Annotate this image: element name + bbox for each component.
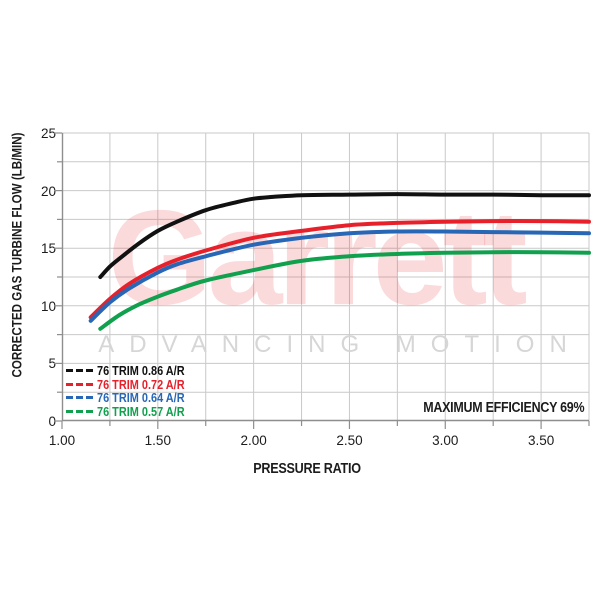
legend-label: 76 TRIM 0.57 A/R — [97, 403, 185, 419]
x-tick-label: 2.00 — [240, 433, 267, 448]
legend-dash-swatch — [66, 382, 93, 386]
x-axis-title: PRESSURE RATIO — [253, 460, 361, 477]
flow-curve-76-trim-0-57-a-r — [98, 250, 591, 331]
x-tick-label: 2.50 — [336, 433, 363, 448]
legend-label: 76 TRIM 0.72 A/R — [97, 376, 185, 392]
legend-dash-swatch — [66, 409, 93, 413]
y-tick-label: 5 — [48, 356, 56, 372]
plot-overlays: 76 TRIM 0.86 A/R 76 TRIM 0.72 A/R 76 TRIM … — [62, 133, 589, 421]
legend-label: 76 TRIM 0.64 A/R — [97, 390, 185, 406]
x-tick-label: 1.00 — [48, 433, 76, 448]
curves-canvas — [88, 192, 591, 331]
max-efficiency-text: MAXIMUM EFFICIENCY 69% — [422, 400, 584, 416]
legend-item: 76 TRIM 0.57 A/R — [66, 405, 201, 419]
y-tick-label: 20 — [40, 183, 56, 199]
legend: 76 TRIM 0.86 A/R 76 TRIM 0.72 A/R 76 TRIM … — [66, 364, 201, 418]
max-efficiency-label: MAXIMUM EFFICIENCY 69% — [397, 400, 584, 416]
legend-dash-swatch — [66, 396, 93, 400]
legend-item: 76 TRIM 0.72 A/R — [66, 378, 201, 392]
y-tick-label: 0 — [48, 414, 56, 429]
x-tick-label: 3.00 — [432, 433, 459, 448]
legend-item: 76 TRIM 0.64 A/R — [66, 391, 201, 405]
y-tick-label: 25 — [40, 126, 56, 141]
flow-curve-76-trim-0-64-a-r — [88, 229, 591, 323]
y-tick-label: 10 — [40, 298, 56, 314]
plot-area: Garrett ADVANCING MOTION 76 TRIM 0.86 A/… — [54, 132, 591, 429]
gridlines-canvas — [54, 132, 590, 429]
legend-dash-swatch — [66, 369, 93, 373]
watermark-tagline: ADVANCING MOTION — [98, 331, 582, 358]
legend-label: 76 TRIM 0.86 A/R — [97, 363, 185, 379]
x-tick-label: 3.50 — [527, 433, 555, 448]
y-tick-label: 15 — [40, 241, 56, 257]
flow-curve-76-trim-0-72-a-r — [88, 219, 591, 320]
x-tick-label: 1.50 — [144, 433, 171, 448]
legend-item: 76 TRIM 0.86 A/R — [66, 364, 201, 378]
flow-curve-76-trim-0-86-a-r — [98, 192, 591, 279]
